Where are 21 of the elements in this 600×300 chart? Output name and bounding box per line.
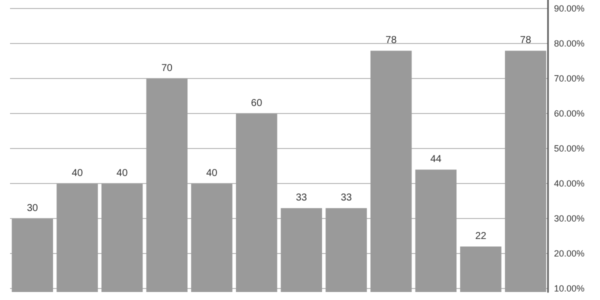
y-tick-label: 40.00% — [554, 178, 585, 189]
data-label: 40 — [206, 168, 218, 180]
data-label: 60 — [251, 98, 263, 110]
data-label: 40 — [72, 168, 84, 180]
data-label: 44 — [430, 154, 442, 166]
data-label: 40 — [116, 168, 128, 180]
data-label: 33 — [340, 192, 352, 204]
data-label: 78 — [520, 35, 532, 46]
y-tick-label: 70.00% — [554, 74, 585, 84]
y-tick-label: 80.00% — [554, 38, 585, 49]
y-tick-label: 20.00% — [554, 248, 585, 259]
data-label: 78 — [386, 35, 398, 46]
data-label: 70 — [161, 63, 173, 74]
y-tick-label: 50.00% — [554, 144, 585, 154]
data-label: 33 — [296, 192, 308, 204]
y-tick-label: 30.00% — [554, 214, 585, 224]
data-label: 30 — [26, 203, 38, 214]
y-tick-label: 10.00% — [554, 284, 585, 294]
y-tick-label: 60.00% — [554, 108, 585, 119]
data-label: 22 — [475, 231, 487, 242]
y-tick-label: 90.00% — [554, 4, 585, 14]
